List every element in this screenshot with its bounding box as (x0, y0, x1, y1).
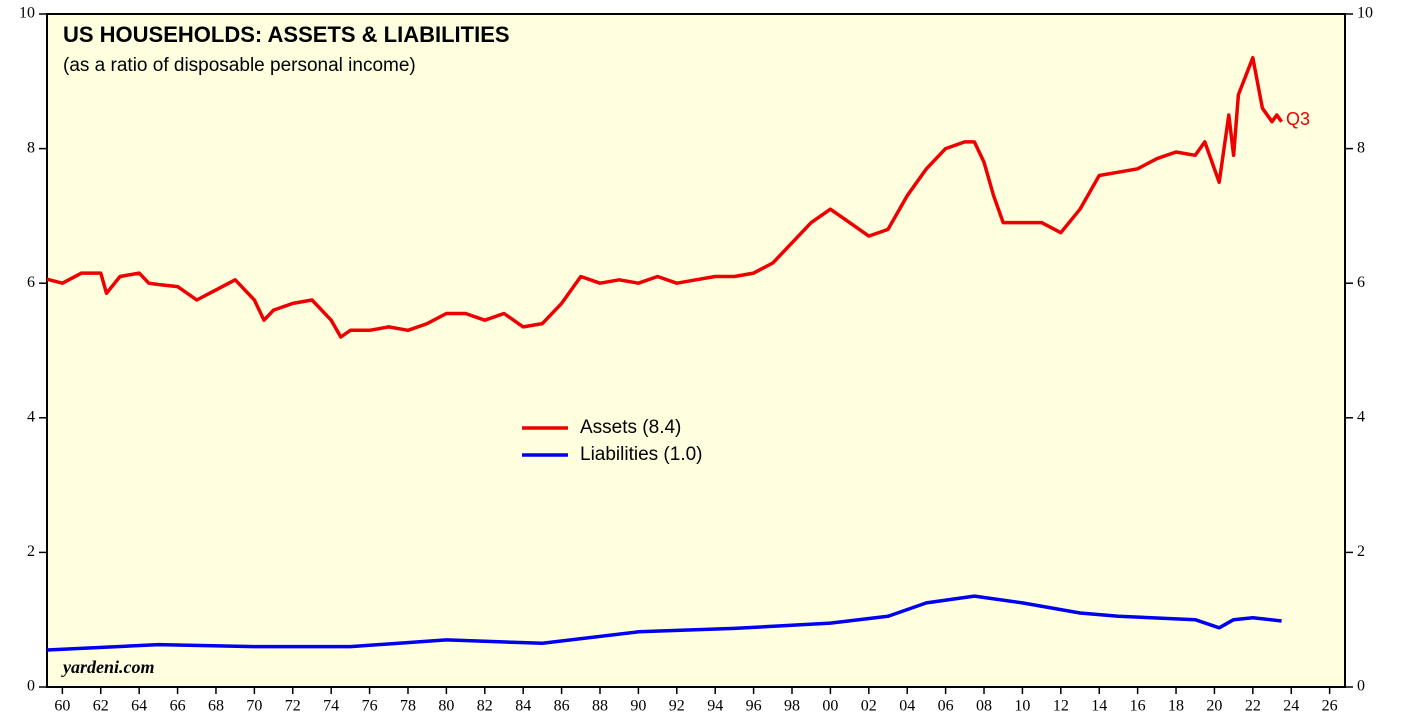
series-line (46, 55, 1284, 339)
annotation: Q3 (1286, 109, 1310, 129)
x-tick-label: 60 (54, 698, 70, 715)
x-tick-label: 84 (515, 698, 531, 715)
x-tick-label: 66 (170, 698, 186, 715)
x-tick-label: 70 (246, 698, 262, 715)
x-tick-label: 06 (938, 698, 954, 715)
x-tick-label: 90 (630, 698, 646, 715)
x-tick-label: 12 (1053, 698, 1069, 715)
x-tick-label: 88 (592, 698, 608, 715)
plot-area (46, 13, 1346, 688)
x-tick-label: 20 (1206, 698, 1222, 715)
x-tick-label: 26 (1322, 698, 1338, 715)
x-tick-label: 08 (976, 698, 992, 715)
y-tick-label: 2 (27, 543, 35, 560)
chart-subtitle: (as a ratio of disposable personal incom… (63, 55, 416, 76)
x-tick-label: 04 (899, 698, 915, 715)
x-tick-label: 96 (746, 698, 762, 715)
x-tick-label: 76 (362, 698, 378, 715)
legend-label: Liabilities (1.0) (580, 444, 703, 465)
x-tick-label: 94 (707, 698, 723, 715)
y2-tick-label: 8 (1357, 139, 1365, 156)
legend-label: Assets (8.4) (580, 417, 681, 438)
x-tick-label: 82 (477, 698, 493, 715)
x-tick-label: 10 (1014, 698, 1030, 715)
y-tick-label: 0 (27, 678, 35, 695)
chart-title: US HOUSEHOLDS: ASSETS & LIABILITIES (63, 22, 510, 47)
x-tick-label: 16 (1130, 698, 1146, 715)
x-tick-label: 80 (438, 698, 454, 715)
y2-tick-label: 10 (1357, 5, 1373, 22)
x-tick-label: 14 (1091, 698, 1107, 715)
x-tick-label: 00 (822, 698, 838, 715)
x-tick-label: 02 (861, 698, 877, 715)
x-tick-label: 98 (784, 698, 800, 715)
x-tick-label: 78 (400, 698, 416, 715)
x-tick-label: 92 (669, 698, 685, 715)
x-tick-label: 22 (1245, 698, 1261, 715)
y-tick-label: 8 (27, 139, 35, 156)
x-tick-label: 18 (1168, 698, 1184, 715)
x-tick-label: 64 (131, 698, 147, 715)
source: yardeni.com (61, 657, 155, 677)
x-tick-label: 24 (1283, 698, 1299, 715)
x-tick-label: 74 (323, 698, 339, 715)
x-tick-label: 68 (208, 698, 224, 715)
y2-tick-label: 6 (1357, 274, 1365, 291)
series-line (46, 594, 1282, 652)
y-tick-label: 10 (19, 5, 35, 22)
y-tick-label: 4 (27, 408, 35, 425)
x-tick-label: 86 (554, 698, 570, 715)
y2-tick-label: 2 (1357, 543, 1365, 560)
y2-tick-label: 4 (1357, 408, 1365, 425)
x-tick-label: 62 (93, 698, 109, 715)
x-tick-label: 72 (285, 698, 301, 715)
y2-tick-label: 0 (1357, 678, 1365, 695)
y-tick-label: 6 (27, 274, 35, 291)
